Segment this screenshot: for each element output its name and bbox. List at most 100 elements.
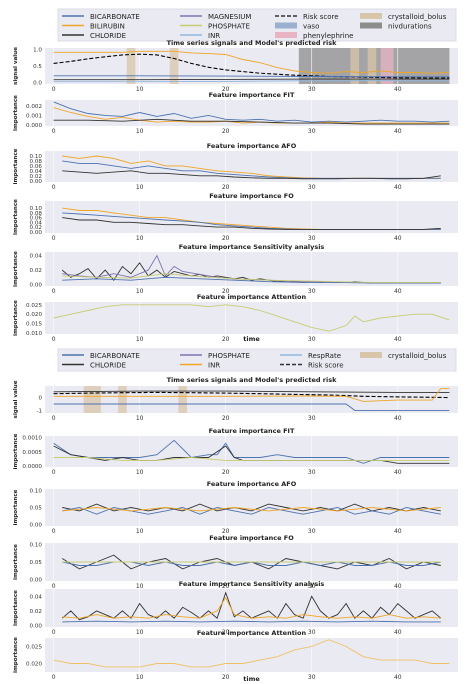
x-axis-label: time — [243, 335, 260, 343]
y-axis-label: importance — [13, 590, 19, 626]
x-tick-label: 40 — [394, 336, 402, 343]
series-line — [62, 503, 441, 512]
plot-area — [45, 436, 458, 467]
legend-swatch — [360, 13, 382, 19]
legend-swatch — [360, 352, 382, 358]
legend-label: vaso — [303, 23, 319, 31]
y-tick-label: 0.02 — [30, 174, 42, 180]
series-line — [53, 118, 450, 125]
y-tick-label: 0.00 — [30, 230, 43, 236]
event-band — [350, 48, 360, 84]
x-axis-label: time — [243, 675, 260, 683]
y-axis-label: importance — [13, 489, 19, 525]
x-tick-label: 10 — [136, 128, 144, 135]
series-line — [62, 596, 441, 619]
series-line — [53, 390, 450, 393]
y-tick-label: -1 — [36, 408, 42, 414]
y-tick-label: 0.025 — [26, 303, 42, 309]
x-tick-label: 30 — [308, 674, 316, 681]
chart-title: Feature importance FIT — [209, 427, 295, 435]
y-tick-label: 0.10 — [30, 154, 43, 160]
series-line — [53, 639, 450, 668]
chart-title: Feature importance Attention — [197, 293, 307, 301]
x-tick-label: 10 — [136, 629, 144, 636]
y-tick-label: 0.025 — [26, 645, 42, 651]
y-tick-label: 0.10 — [30, 543, 43, 549]
series-line — [62, 276, 441, 284]
x-tick-label: 10 — [136, 415, 144, 422]
x-tick-label: 20 — [222, 336, 230, 343]
legend-label: CHLORIDE — [90, 362, 126, 370]
event-band — [118, 386, 127, 413]
y-tick-label: 0.00 — [30, 522, 43, 528]
x-tick-label: 10 — [136, 583, 144, 590]
plot-area — [45, 589, 458, 627]
y-tick-label: 0.04 — [30, 254, 43, 260]
y-tick-label: 0.08 — [30, 159, 43, 165]
series-line — [53, 107, 450, 124]
legend-swatch — [275, 22, 297, 29]
plot-area — [45, 489, 458, 526]
x-tick-label: 20 — [222, 86, 230, 93]
series-line — [62, 217, 441, 230]
y-tick-label: 0.10 — [30, 206, 43, 212]
chart-title: Feature importance Attention — [197, 629, 307, 637]
series-line — [53, 78, 450, 81]
y-tick-label: 0.00 — [30, 577, 43, 583]
plot-area — [45, 201, 458, 233]
chart-title: Feature importance FO — [209, 192, 294, 200]
plot-area — [45, 302, 458, 334]
x-tick-label: 20 — [222, 288, 230, 295]
legend-label: CHLORIDE — [90, 32, 126, 40]
y-axis-label: signal value — [13, 47, 19, 85]
event-band — [83, 386, 101, 413]
y-tick-label: 0.00 — [30, 283, 43, 289]
y-tick-label: 0.010 — [26, 331, 42, 337]
x-tick-label: 30 — [308, 629, 316, 636]
y-tick-label: 0.00 — [30, 179, 43, 185]
legend-label: BICARBONATE — [90, 13, 140, 21]
x-tick-label: 0 — [52, 128, 56, 135]
y-tick-label: 0 — [38, 396, 42, 402]
y-tick-label: 0.02 — [30, 225, 42, 231]
series-line — [53, 79, 450, 83]
event-band — [380, 48, 394, 84]
x-tick-label: 20 — [222, 674, 230, 681]
x-tick-label: 0 — [52, 415, 56, 422]
y-tick-label: 0.0 — [33, 80, 42, 86]
x-tick-label: 40 — [394, 629, 402, 636]
series-line — [53, 53, 450, 79]
y-tick-label: 0.06 — [30, 216, 43, 222]
y-tick-label: 0.05 — [30, 506, 43, 512]
series-line — [62, 507, 441, 512]
y-tick-label: 0.00 — [30, 624, 43, 630]
x-tick-label: 0 — [52, 235, 56, 242]
legend-label: INR — [208, 362, 220, 370]
x-tick-label: 40 — [394, 415, 402, 422]
y-axis-label: importance — [13, 148, 19, 184]
x-tick-label: 40 — [394, 528, 402, 535]
chart-title: Feature importance Sensitivity analysis — [179, 580, 325, 588]
plot-area — [45, 638, 458, 672]
x-tick-label: 30 — [308, 235, 316, 242]
x-tick-label: 10 — [136, 184, 144, 191]
x-tick-label: 30 — [308, 86, 316, 93]
y-tick-label: 0.0010 — [22, 435, 42, 441]
legend-label: PHOSPHATE — [208, 23, 250, 31]
legend-label: nivdurations — [388, 23, 432, 31]
chart-title: Feature importance Sensitivity analysis — [179, 243, 325, 251]
legend-box — [57, 8, 457, 42]
y-tick-label: 0.0000 — [22, 464, 42, 470]
event-band — [367, 48, 377, 84]
series-line — [53, 75, 450, 78]
x-tick-label: 40 — [394, 86, 402, 93]
y-axis-label: signal value — [13, 380, 19, 418]
series-line — [53, 391, 450, 399]
x-tick-label: 20 — [222, 469, 230, 476]
chart-title: Feature importance AFO — [207, 480, 297, 488]
x-tick-label: 30 — [308, 583, 316, 590]
y-axis-label: importance — [13, 95, 19, 131]
x-tick-label: 20 — [222, 583, 230, 590]
x-tick-label: 20 — [222, 528, 230, 535]
